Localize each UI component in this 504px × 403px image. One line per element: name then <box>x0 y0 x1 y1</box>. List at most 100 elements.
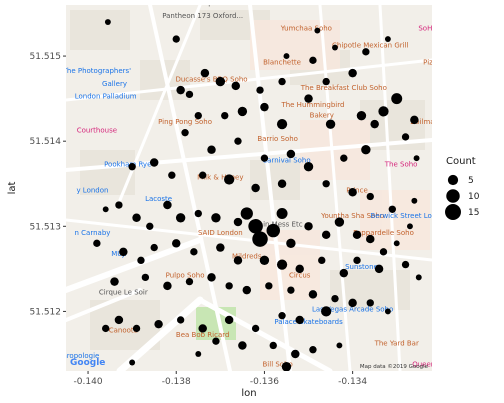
data-point <box>322 180 330 188</box>
map-label: Chipotle Mexican Grill <box>332 42 409 50</box>
data-point <box>102 324 110 333</box>
data-point <box>172 35 180 43</box>
map-label: SoHotel <box>418 25 445 33</box>
data-point <box>366 192 374 201</box>
data-point <box>115 201 123 209</box>
data-point <box>361 144 371 155</box>
data-point <box>265 282 273 290</box>
data-point <box>276 259 288 270</box>
data-point <box>269 341 277 350</box>
data-point <box>252 231 268 247</box>
data-point <box>172 239 181 248</box>
data-point <box>237 106 248 117</box>
map-label: Bakery <box>310 111 334 119</box>
map-label: Gielgud Theatre <box>404 378 460 386</box>
map-label: Berwick Street London <box>370 212 449 220</box>
data-point <box>224 174 235 185</box>
data-point <box>332 44 338 51</box>
map-label: Mildreds <box>232 253 262 261</box>
data-point <box>288 398 294 403</box>
map-labels: Marks & Spencer Pantheon 173 Oxford... Yum… <box>66 5 460 386</box>
data-point <box>366 234 375 244</box>
data-point <box>146 222 154 230</box>
map-label: Queen's Th <box>412 361 452 369</box>
y-tick-label: 51.515 <box>30 52 62 62</box>
data-point <box>248 219 263 234</box>
data-point <box>181 128 189 137</box>
map-label: Bill Soho <box>263 361 293 369</box>
data-point <box>102 206 109 213</box>
basemap: Marks & Spencer Pantheon 173 Oxford... Yum… <box>66 5 460 386</box>
map-label: Las Vegas Arcade Soho <box>312 305 393 313</box>
data-point <box>207 145 216 154</box>
data-point <box>388 205 396 213</box>
map-label: n Carnaby <box>75 229 111 237</box>
data-point <box>295 315 304 325</box>
data-point <box>384 36 391 42</box>
data-point <box>334 217 345 227</box>
x-tick-label: -0.134 <box>338 377 367 387</box>
data-point <box>215 76 226 87</box>
map-label: Blanchette <box>263 59 301 67</box>
data-points <box>93 19 422 403</box>
map-label: MUJI <box>111 250 126 258</box>
map-label: Pookham Rye <box>104 161 151 169</box>
data-point <box>216 243 225 252</box>
x-axis: -0.140 -0.138 -0.136 -0.134 <box>74 371 367 387</box>
data-point <box>199 171 207 179</box>
data-point <box>308 290 318 299</box>
map-label: Milk & Honey <box>197 173 243 181</box>
data-point <box>242 285 252 295</box>
data-point <box>168 171 176 179</box>
legend: Count 5 10 15 <box>445 156 480 220</box>
data-point <box>391 93 403 105</box>
map-label: The Soho <box>384 161 418 169</box>
x-axis-label: lon <box>241 388 256 399</box>
data-point <box>198 324 207 333</box>
data-point <box>141 273 150 282</box>
legend-label: 10 <box>468 192 480 202</box>
map-label: The Hummingbird <box>280 101 344 109</box>
data-point <box>266 223 280 238</box>
data-point <box>150 243 158 252</box>
data-point <box>194 209 202 218</box>
data-point <box>104 19 111 25</box>
data-point <box>185 90 194 99</box>
y-tick-label: 51.512 <box>30 307 62 317</box>
map-label: Yountha Sha Soho <box>320 212 384 220</box>
data-point <box>291 349 300 359</box>
data-point <box>233 217 243 227</box>
data-point <box>93 239 101 248</box>
data-point <box>286 149 296 159</box>
map-roads <box>66 5 432 371</box>
data-point <box>137 256 145 265</box>
map-label: Canoota <box>109 327 138 335</box>
data-point <box>287 286 295 294</box>
data-point <box>163 281 172 291</box>
legend-key <box>445 204 461 220</box>
map-credit: Map data ©2019 Google <box>360 363 429 370</box>
data-point <box>340 154 348 162</box>
map-label: Pappardelle Soho <box>353 229 414 237</box>
data-point <box>321 306 332 317</box>
data-point <box>221 111 229 120</box>
data-point <box>260 154 269 162</box>
data-point <box>281 362 292 371</box>
data-point <box>304 222 313 231</box>
map-label: Yumchaa Soho <box>280 25 332 33</box>
x-tick-label: -0.138 <box>162 377 191 387</box>
data-point <box>231 81 241 91</box>
data-point <box>259 255 270 266</box>
data-point <box>154 319 163 329</box>
data-point <box>325 119 336 129</box>
data-point <box>190 248 198 256</box>
data-point <box>362 48 370 56</box>
map-label: Main Mess Etc <box>253 220 303 228</box>
data-point <box>110 277 119 286</box>
data-point <box>348 68 357 78</box>
legend-label: 5 <box>468 176 474 186</box>
data-point <box>309 346 317 354</box>
data-point <box>277 179 287 188</box>
map-label: Cirque Le Soir <box>99 288 148 296</box>
legend-key <box>447 174 459 186</box>
